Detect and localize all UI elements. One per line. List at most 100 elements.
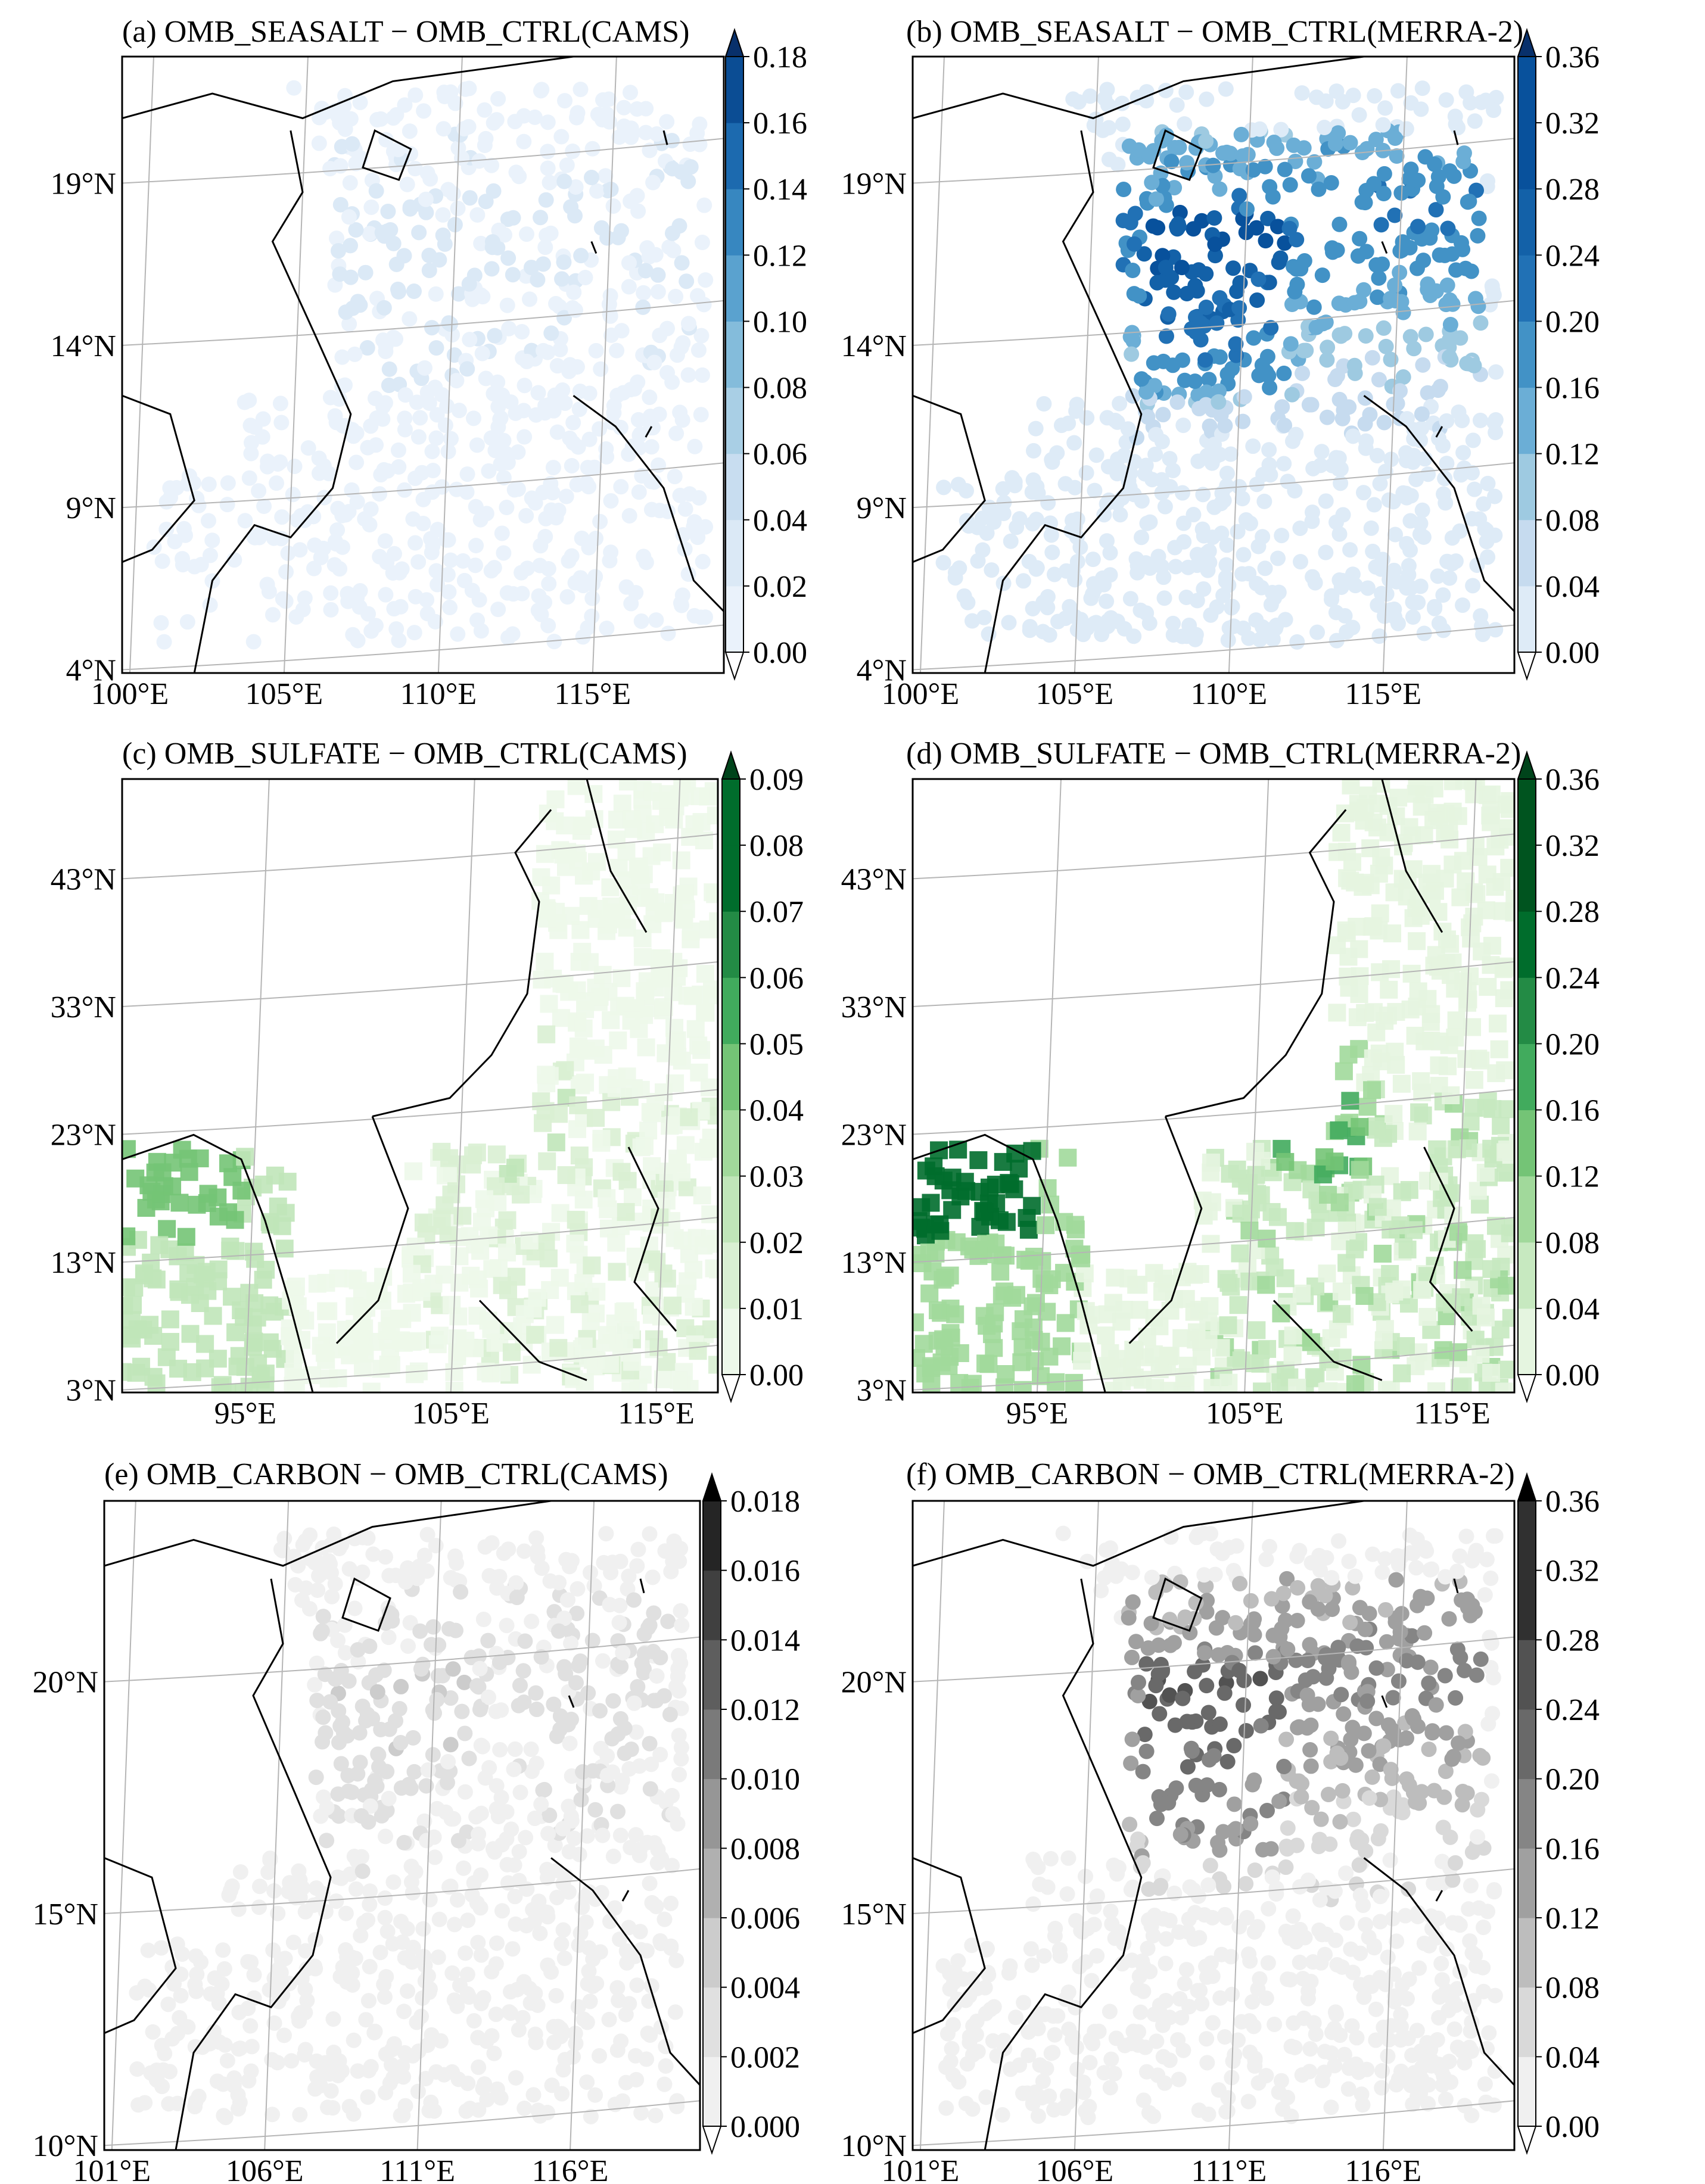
colorbar-segment: [1518, 255, 1536, 322]
colorbar-segment: [722, 1176, 740, 1243]
lon-tick-label: 105°E: [245, 677, 323, 711]
lat-tick-label: 13°N: [841, 1246, 907, 1280]
colorbar-segment: [1518, 1640, 1536, 1710]
colorbar-tick-label: 0.00: [753, 636, 807, 670]
colorbar-tick-label: 0.04: [1545, 1292, 1600, 1326]
lat-tick-label: 33°N: [841, 990, 907, 1024]
lon-tick-label: 95°E: [1006, 1397, 1069, 1431]
colorbar-tick-label: 0.06: [749, 961, 804, 995]
colorbar-tick-label: 0.36: [1545, 1485, 1600, 1519]
colorbar: 0.00 0.02 0.04 0.06 0.08 0.10 0.12 0.14 0.16 0.18: [724, 27, 807, 681]
lon-tick-label: 105°E: [1036, 677, 1114, 711]
colorbar-segment: [1518, 1918, 1536, 1988]
panel-c: (c) OMB_SULFATE − OMB_CTRL(CAMS) 3°N 13°N 2…: [0, 727, 846, 1431]
colorbar-tick-label: 0.00: [1545, 1359, 1600, 1392]
lon-tick-label: 111°E: [379, 2154, 455, 2184]
colorbar-segment: [1518, 1501, 1536, 1571]
colorbar-tick-label: 0.02: [749, 1226, 804, 1260]
colorbar-tick-label: 0.32: [1545, 1554, 1600, 1588]
colorbar-segment: [1518, 57, 1536, 123]
colorbar-tick-label: 0.12: [753, 239, 807, 273]
lon-tick-label: 115°E: [555, 677, 631, 711]
colorbar-segment: [1518, 1987, 1536, 2057]
colorbar-tick-label: 0.12: [1545, 1160, 1600, 1194]
colorbar: 0.00 0.04 0.08 0.12 0.16 0.20 0.24 0.28 0.32 0.36: [1517, 750, 1600, 1404]
colorbar-tick-label: 0.016: [730, 1554, 800, 1588]
colorbar-segment: [1518, 519, 1536, 587]
colorbar-tick-label: 0.16: [753, 107, 807, 141]
lon-tick-label: 100°E: [882, 677, 960, 711]
panel-title: (a) OMB_SEASALT − OMB_CTRL(CAMS): [122, 15, 689, 49]
colorbar-segment: [703, 2057, 721, 2127]
lat-tick-label: 4°N: [857, 654, 907, 688]
lon-tick-label: 111°E: [1191, 2154, 1267, 2184]
colorbar: 0.000 0.002 0.004 0.006 0.008 0.010 0.012 0.014…: [702, 1472, 800, 2155]
colorbar-tick-label: 0.08: [753, 372, 807, 406]
lon-tick-label: 115°E: [1414, 1397, 1491, 1431]
colorbar-tick-label: 0.08: [1545, 1226, 1600, 1260]
graticule: [122, 57, 724, 673]
colorbar-segment: [1518, 453, 1536, 521]
colorbar-tick-label: 0.03: [749, 1160, 804, 1194]
colorbar-segment: [1518, 1709, 1536, 1780]
coastline: [913, 57, 1514, 673]
colorbar-segment: [1518, 387, 1536, 454]
colorbar: 0.00 0.04 0.08 0.12 0.16 0.20 0.24 0.28 0.32 0.36: [1517, 27, 1600, 681]
colorbar-tick-label: 0.06: [753, 438, 807, 472]
colorbar-tick-label: 0.018: [730, 1485, 800, 1519]
colorbar-segment: [722, 1110, 740, 1177]
colorbar-tick-label: 0.24: [1545, 961, 1600, 995]
map-area: [104, 1501, 700, 2150]
colorbar-extend-min: [1517, 652, 1537, 681]
colorbar-segment: [703, 1570, 721, 1640]
colorbar-segment: [703, 1918, 721, 1988]
lon-tick-label: 100°E: [91, 677, 169, 711]
colorbar-segment: [726, 255, 743, 322]
colorbar-tick-label: 0.12: [1545, 438, 1600, 472]
panel-e-svg: (e) OMB_CARBON − OMB_CTRL(CAMS) 10°N 15°N 2…: [33, 1457, 800, 2184]
colorbar-extend-min: [721, 1374, 741, 1404]
graticule: [913, 1501, 1514, 2150]
colorbar-tick-label: 0.08: [1545, 504, 1600, 538]
colorbar-segment: [1518, 779, 1536, 846]
colorbar-segment: [1518, 189, 1536, 256]
lat-tick-label: 10°N: [33, 2129, 98, 2163]
colorbar-segment: [1518, 2057, 1536, 2127]
graticule: [913, 57, 1514, 673]
colorbar-tick-label: 0.08: [749, 829, 804, 863]
colorbar-tick-label: 0.02: [753, 570, 807, 604]
colorbar-segment: [726, 57, 743, 123]
lon-tick-label: 115°E: [618, 1397, 695, 1431]
panel-a-svg: (a) OMB_SEASALT − OMB_CTRL(CAMS) 4°N 9°N 14…: [51, 15, 807, 711]
lat-tick-label: 43°N: [841, 862, 907, 896]
lat-tick-label: 15°N: [33, 1898, 98, 1931]
colorbar-tick-label: 0.12: [1545, 1902, 1600, 1936]
colorbar-tick-label: 0.002: [730, 2040, 800, 2074]
colorbar-segment: [1518, 1848, 1536, 1918]
lat-tick-label: 23°N: [51, 1119, 116, 1152]
colorbar-segment: [722, 1308, 740, 1375]
panel-f-svg: (f) OMB_CARBON − OMB_CTRL(MERRA-2) 10°N 15…: [841, 1457, 1600, 2184]
map-area: [913, 1501, 1514, 2150]
colorbar-segment: [726, 387, 743, 454]
panel-a: (a) OMB_SEASALT − OMB_CTRL(CAMS) 4°N 9°N 14…: [0, 0, 846, 711]
lat-tick-label: 9°N: [66, 491, 116, 525]
map-area: [122, 779, 718, 1392]
colorbar-segment: [1518, 845, 1536, 912]
colorbar-tick-label: 0.04: [1545, 570, 1600, 604]
colorbar-tick-label: 0.04: [753, 504, 807, 538]
colorbar-tick-label: 0.16: [1545, 1094, 1600, 1128]
lat-tick-label: 3°N: [857, 1374, 907, 1408]
colorbar-tick-label: 0.18: [753, 40, 807, 74]
colorbar-tick-label: 0.014: [730, 1624, 800, 1658]
map-area: [122, 57, 724, 673]
lon-tick-label: 110°E: [400, 677, 477, 711]
colorbar-tick-label: 0.24: [1545, 1693, 1600, 1727]
lat-tick-label: 4°N: [66, 654, 116, 688]
coastline: [122, 779, 677, 1392]
colorbar-extend-max: [724, 27, 745, 57]
lat-tick-label: 13°N: [51, 1246, 116, 1280]
colorbar-tick-label: 0.36: [1545, 763, 1600, 797]
colorbar: 0.00 0.01 0.02 0.03 0.04 0.05 0.06 0.07 0.08 0.09: [721, 750, 804, 1404]
colorbar-tick-label: 0.09: [749, 763, 804, 797]
